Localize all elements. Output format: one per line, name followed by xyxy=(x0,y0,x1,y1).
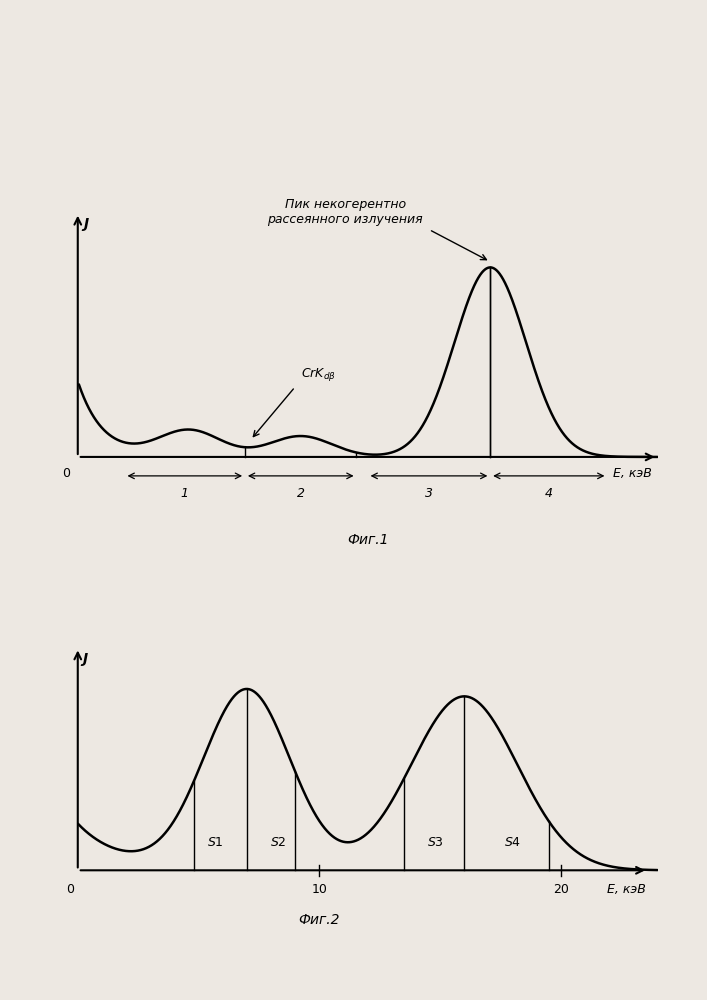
Text: 20: 20 xyxy=(553,883,569,896)
Text: 3: 3 xyxy=(425,487,433,500)
Text: 10: 10 xyxy=(311,883,327,896)
Text: $S4$: $S4$ xyxy=(504,836,521,849)
Text: 1: 1 xyxy=(181,487,189,500)
Text: $S1$: $S1$ xyxy=(207,836,224,849)
Text: J: J xyxy=(83,652,88,666)
Text: $CrK_{d\beta}$: $CrK_{d\beta}$ xyxy=(300,366,336,383)
Text: $S3$: $S3$ xyxy=(427,836,444,849)
Text: 2: 2 xyxy=(297,487,305,500)
Text: Фиг.2: Фиг.2 xyxy=(298,913,340,927)
Text: J: J xyxy=(83,217,88,231)
Text: Пик некогерентно
рассеянного излучения: Пик некогерентно рассеянного излучения xyxy=(267,198,423,226)
Text: E, кэВ: E, кэВ xyxy=(607,883,645,896)
Text: 4: 4 xyxy=(545,487,553,500)
Text: E, кэВ: E, кэВ xyxy=(613,467,652,480)
Text: Фиг.1: Фиг.1 xyxy=(347,533,388,547)
Text: 0: 0 xyxy=(66,883,74,896)
Text: $S2$: $S2$ xyxy=(270,836,286,849)
Text: 0: 0 xyxy=(63,467,71,480)
